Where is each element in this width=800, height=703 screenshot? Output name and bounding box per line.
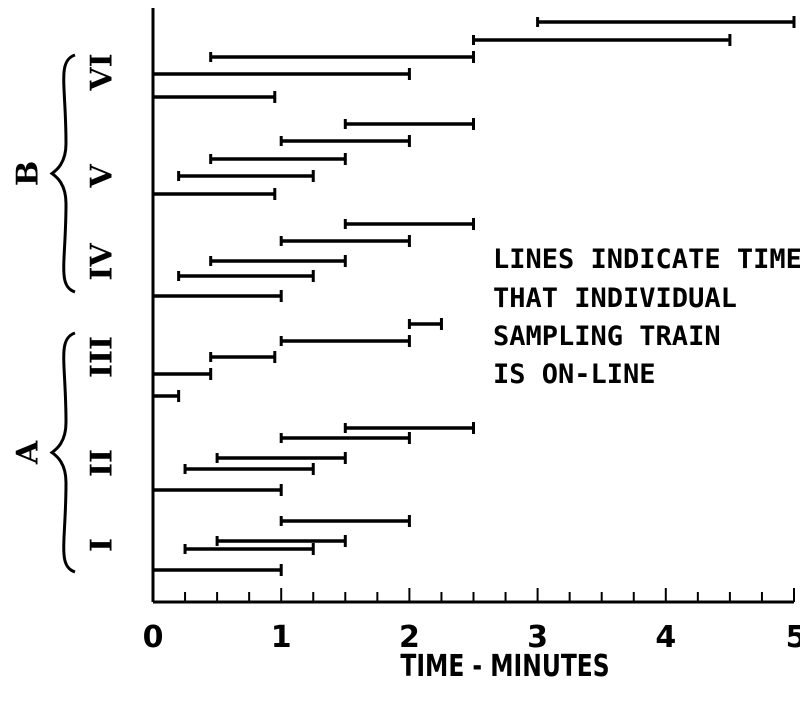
axes [151, 8, 795, 604]
annotation-note: LINES INDICATE TIME THAT INDIVIDUAL SAMP… [493, 244, 800, 390]
x-tick-label: 0 [143, 620, 164, 655]
group-braces: AB [11, 53, 76, 574]
run-label: I [85, 538, 120, 552]
x-tick-label: 5 [786, 620, 800, 655]
run-label: II [85, 449, 120, 477]
annotation-line-3: SAMPLING TRAIN [493, 321, 721, 352]
annotation-line-1: LINES INDICATE TIME [493, 244, 800, 275]
x-axis-label: TIME - MINUTES [400, 649, 609, 684]
run-label: V [85, 164, 120, 189]
x-minor-ticks [152, 588, 795, 602]
x-tick-label: 4 [655, 620, 676, 655]
group-brace [49, 331, 76, 574]
group-brace [49, 53, 76, 294]
interval-bars [153, 16, 796, 576]
group-label: B [11, 161, 46, 186]
x-tick-label: 1 [271, 620, 292, 655]
x-tick-label: 3 [527, 620, 548, 655]
annotation-line-4: IS ON-LINE [493, 359, 656, 390]
run-label: III [85, 336, 120, 378]
x-tick-label: 2 [399, 620, 420, 655]
run-label: IV [85, 243, 120, 281]
run-label: VI [85, 53, 120, 91]
group-label: A [11, 440, 46, 465]
annotation-line-2: THAT INDIVIDUAL [493, 283, 737, 314]
x-tick-labels: 0 1 2 3 4 5 [143, 620, 800, 655]
